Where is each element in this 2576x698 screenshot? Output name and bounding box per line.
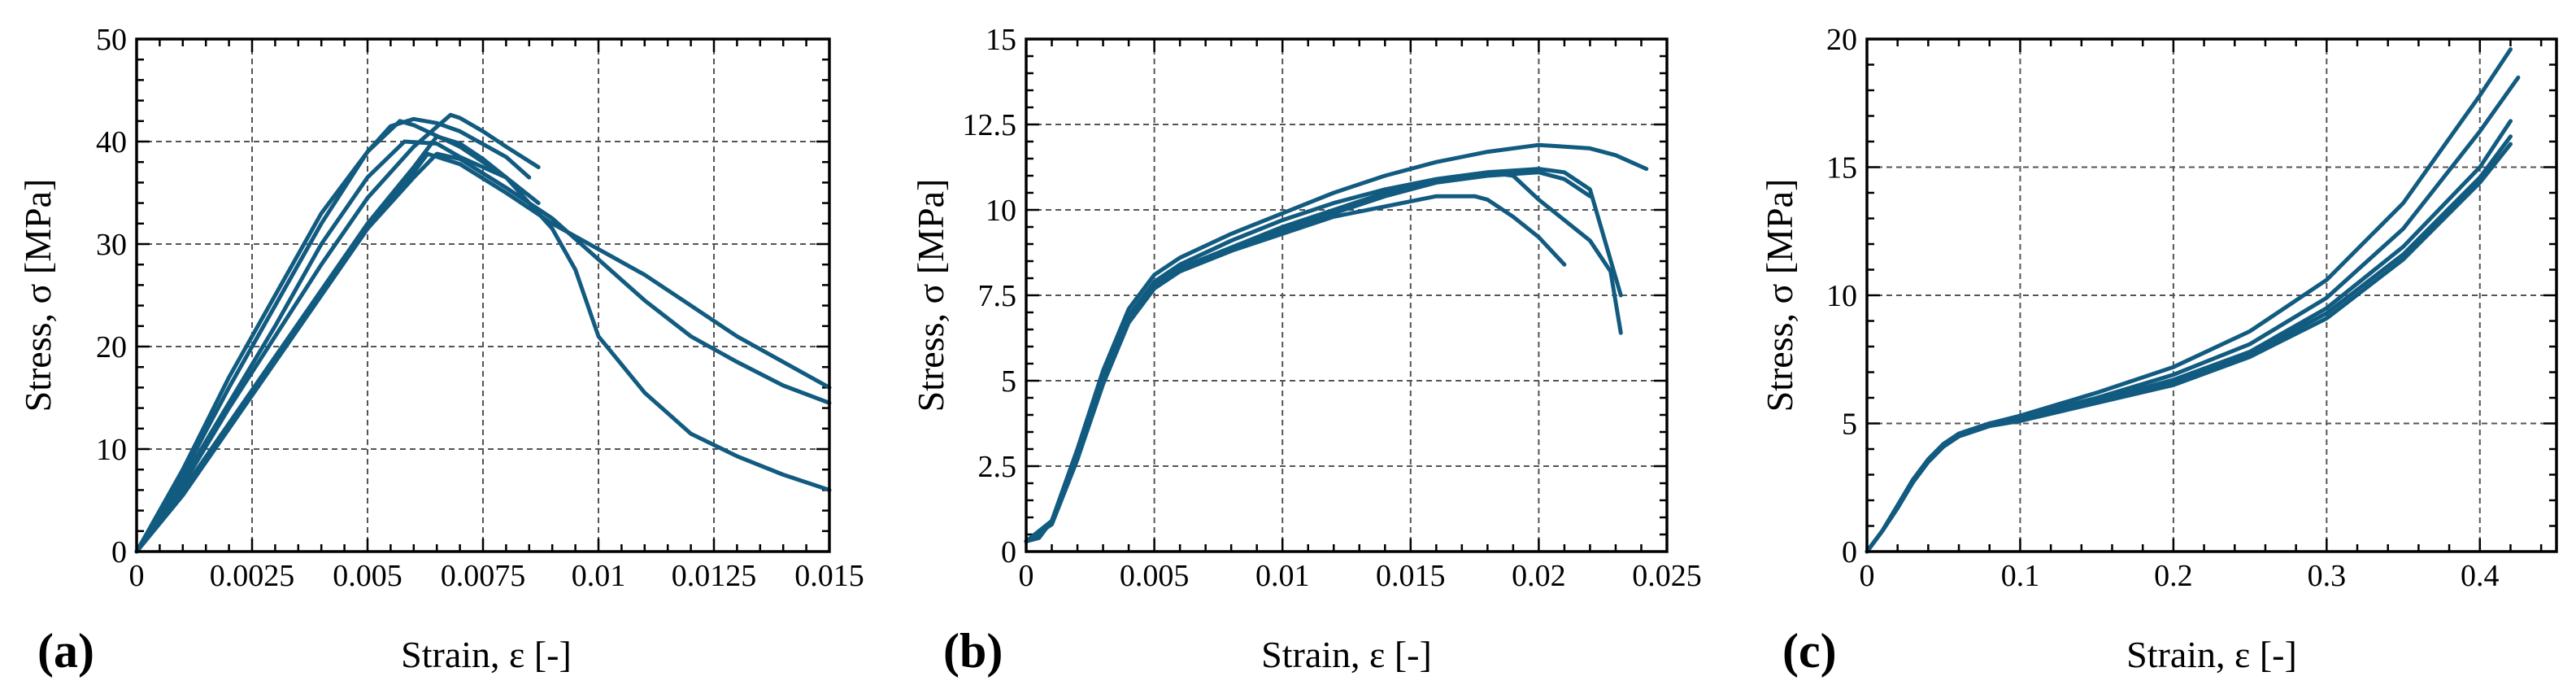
x-tick-label: 0.0125 — [672, 559, 757, 593]
x-tick-label: 0.005 — [1120, 559, 1190, 593]
series-group-a — [134, 112, 832, 554]
series-line-c-2 — [1865, 75, 2521, 554]
x-axis-label: Strain, ε [-] — [2126, 634, 2297, 675]
y-tick-label: 2.5 — [978, 450, 1017, 484]
series-line-c-5 — [1865, 142, 2513, 554]
x-tick-label: 0.1 — [2001, 559, 2040, 593]
series-line-c-1 — [1865, 47, 2513, 554]
series-line-a-4 — [134, 134, 832, 554]
x-tick-label: 0.025 — [1632, 559, 1702, 593]
x-tick-label: 0 — [1860, 559, 1875, 593]
ticks-b — [1025, 37, 1669, 553]
y-tick-label: 20 — [1826, 23, 1857, 57]
series-line-a-7 — [134, 139, 508, 554]
grid-c — [1867, 39, 2556, 552]
y-tick-label: 20 — [96, 330, 127, 364]
x-tick-label: 0.0075 — [441, 559, 526, 593]
x-tick-label: 0 — [129, 559, 145, 593]
y-tick-label: 5 — [1001, 364, 1016, 399]
y-tick-label: 10 — [96, 433, 127, 467]
series-line-a-1 — [134, 116, 532, 554]
y-tick-label: 50 — [96, 23, 127, 57]
panel-label: (b) — [943, 624, 1003, 678]
y-tick-label: 0 — [1001, 535, 1016, 569]
x-tick-label: 0.02 — [1512, 559, 1566, 593]
x-axis-label: Strain, ε [-] — [401, 634, 572, 675]
y-tick-label: 7.5 — [978, 279, 1017, 313]
panel-c: 0 0.1 0.2 0.3 0.4 0 5 10 15 20 Strain, ε [-] Stress… — [1759, 23, 2558, 678]
x-axis-label: Strain, ε [-] — [1261, 634, 1432, 675]
x-tick-label: 0.0025 — [210, 559, 295, 593]
y-tick-label: 30 — [96, 228, 127, 262]
y-tick-label: 5 — [1842, 408, 1857, 442]
x-tick-label: 0.01 — [572, 559, 626, 593]
plot-frame-c — [1865, 37, 2558, 553]
grid-b — [1026, 39, 1667, 552]
panel-a: 0 0.0025 0.005 0.0075 0.01 0.0125 0.015 0 10 20 30… — [17, 23, 864, 678]
x-tick-label: 0.015 — [794, 559, 864, 593]
plot-frame-b — [1025, 37, 1669, 553]
x-tick-label: 0.4 — [2461, 559, 2500, 593]
series-group-b — [1024, 142, 1649, 543]
x-tick-label: 0.015 — [1376, 559, 1446, 593]
y-axis-label: Stress, σ [MPa] — [1759, 179, 1800, 412]
series-line-a-3 — [134, 112, 541, 554]
panel-label: (a) — [37, 624, 94, 678]
y-tick-label: 12.5 — [963, 108, 1017, 142]
series-line-b-1 — [1024, 142, 1649, 543]
y-tick-label: 40 — [96, 125, 127, 159]
panel-label: (c) — [1782, 624, 1837, 678]
series-line-c-4 — [1865, 134, 2513, 554]
grid-a — [137, 39, 829, 552]
series-line-a-2 — [134, 119, 541, 554]
x-tick-label: 0.01 — [1255, 559, 1310, 593]
x-tick-label: 0 — [1019, 559, 1034, 593]
y-axis-label: Stress, σ [MPa] — [910, 179, 951, 412]
series-line-b-5 — [1024, 170, 1592, 543]
y-axis-label: Stress, σ [MPa] — [17, 179, 59, 412]
y-tick-label: 15 — [1826, 151, 1857, 185]
y-tick-label: 10 — [1826, 279, 1857, 313]
x-tick-label: 0.005 — [333, 559, 402, 593]
x-tick-label: 0.3 — [2308, 559, 2347, 593]
x-tick-label: 0.2 — [2154, 559, 2193, 593]
plot-frame-a — [135, 37, 831, 553]
y-tick-label: 10 — [986, 194, 1016, 228]
y-tick-label: 0 — [111, 535, 127, 569]
y-tick-label: 15 — [986, 23, 1016, 57]
series-group-c — [1865, 47, 2521, 554]
panel-b: 0 0.005 0.01 0.015 0.02 0.025 0 2.5 5 7.5 10 12.5 15… — [910, 23, 1702, 678]
y-tick-label: 0 — [1842, 535, 1857, 569]
